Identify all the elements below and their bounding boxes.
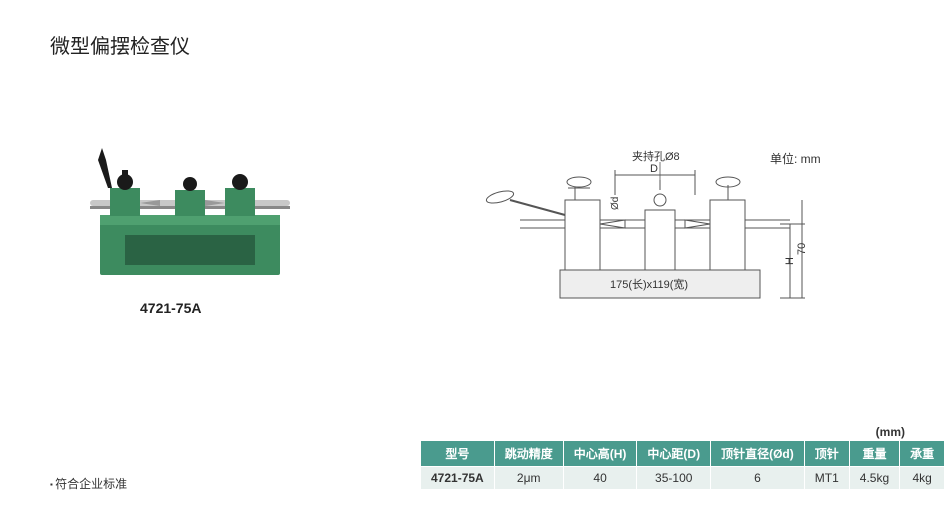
th-center-distance: 中心距(D)	[637, 441, 711, 467]
td-pin-diameter: 6	[711, 467, 805, 490]
svg-text:D: D	[650, 163, 658, 175]
td-model: 4721-75A	[421, 467, 495, 490]
th-runout: 跳动精度	[494, 441, 563, 467]
td-center-height: 40	[563, 467, 637, 490]
compliance-note: 符合企业标准	[50, 475, 127, 492]
product-model-label: 4721-75A	[140, 300, 202, 316]
th-center-height: 中心高(H)	[563, 441, 637, 467]
th-weight: 重量	[849, 441, 899, 467]
td-weight: 4.5kg	[849, 467, 899, 490]
th-pin-diameter: 顶针直径(Ød)	[711, 441, 805, 467]
td-pin: MT1	[804, 467, 849, 490]
spec-table: 型号 跳动精度 中心高(H) 中心距(D) 顶针直径(Ød) 顶针 重量 承重 …	[420, 440, 945, 490]
svg-text:Ød: Ød	[610, 197, 621, 210]
technical-diagram: 夹持孔Ø8 D Ød H 70 175(长)x119(宽)	[450, 140, 870, 320]
td-center-distance: 35-100	[637, 467, 711, 490]
td-load: 4kg	[900, 467, 945, 490]
th-pin: 顶针	[804, 441, 849, 467]
th-model: 型号	[421, 441, 495, 467]
svg-text:175(长)x119(宽): 175(长)x119(宽)	[610, 277, 688, 291]
table-row: 4721-75A 2μm 40 35-100 6 MT1 4.5kg 4kg	[421, 467, 945, 490]
td-runout: 2μm	[494, 467, 563, 490]
svg-text:H: H	[784, 257, 796, 265]
svg-text:夹持孔Ø8: 夹持孔Ø8	[632, 149, 680, 163]
table-unit-label: (mm)	[876, 425, 905, 439]
svg-text:70: 70	[796, 243, 808, 255]
product-photo	[70, 140, 300, 290]
page-title: 微型偏摆检查仪	[50, 30, 190, 59]
table-header-row: 型号 跳动精度 中心高(H) 中心距(D) 顶针直径(Ød) 顶针 重量 承重	[421, 441, 945, 467]
th-load: 承重	[900, 441, 945, 467]
